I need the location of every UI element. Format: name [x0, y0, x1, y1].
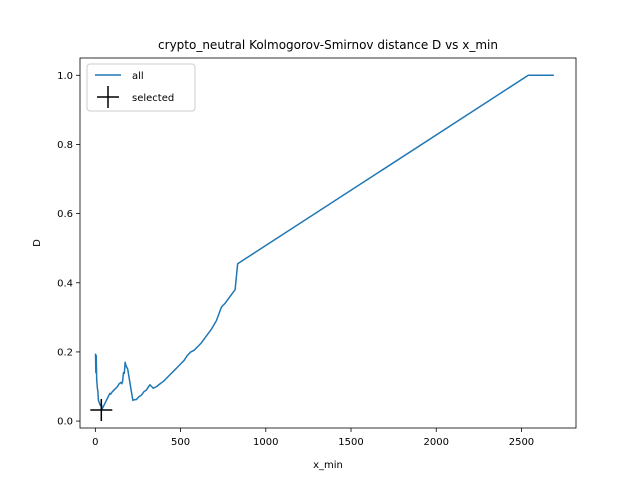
y-tick-label: 0.4: [57, 278, 73, 289]
plot-frame: [79, 57, 577, 429]
series-line-all: [94, 74, 554, 410]
legend-label-selected: selected: [132, 93, 174, 104]
x-tick-label: 1000: [253, 437, 278, 448]
series-layer: [94, 74, 554, 410]
y-axis-title: D: [32, 239, 43, 247]
legend: all selected: [86, 63, 196, 112]
x-tick-label: 2500: [509, 437, 534, 448]
y-tick-label: 0.2: [57, 347, 73, 358]
x-axis-title: x_min: [313, 460, 343, 471]
y-tick-label: 0.8: [57, 140, 73, 151]
data-point-selected: [90, 399, 113, 422]
plot-area: [79, 57, 577, 429]
marker-layer: [90, 399, 113, 422]
y-tick-label: 0.0: [57, 417, 73, 428]
y-axis: 0.0 0.2 0.4 0.6 0.8 1.0: [57, 71, 80, 428]
x-tick-label: 1500: [338, 437, 363, 448]
x-axis: 0 500 1000 1500 2000 2500: [92, 428, 534, 448]
y-tick-label: 1.0: [57, 71, 73, 82]
x-tick-label: 500: [171, 437, 190, 448]
y-tick-label: 0.6: [57, 209, 73, 220]
chart-title: crypto_neutral Kolmogorov-Smirnov distan…: [158, 38, 498, 52]
legend-label-all: all: [132, 71, 144, 82]
x-tick-label: 0: [92, 437, 98, 448]
plot-background: [80, 58, 576, 428]
x-tick-label: 2000: [424, 437, 449, 448]
legend-marker-selected: [97, 86, 119, 108]
